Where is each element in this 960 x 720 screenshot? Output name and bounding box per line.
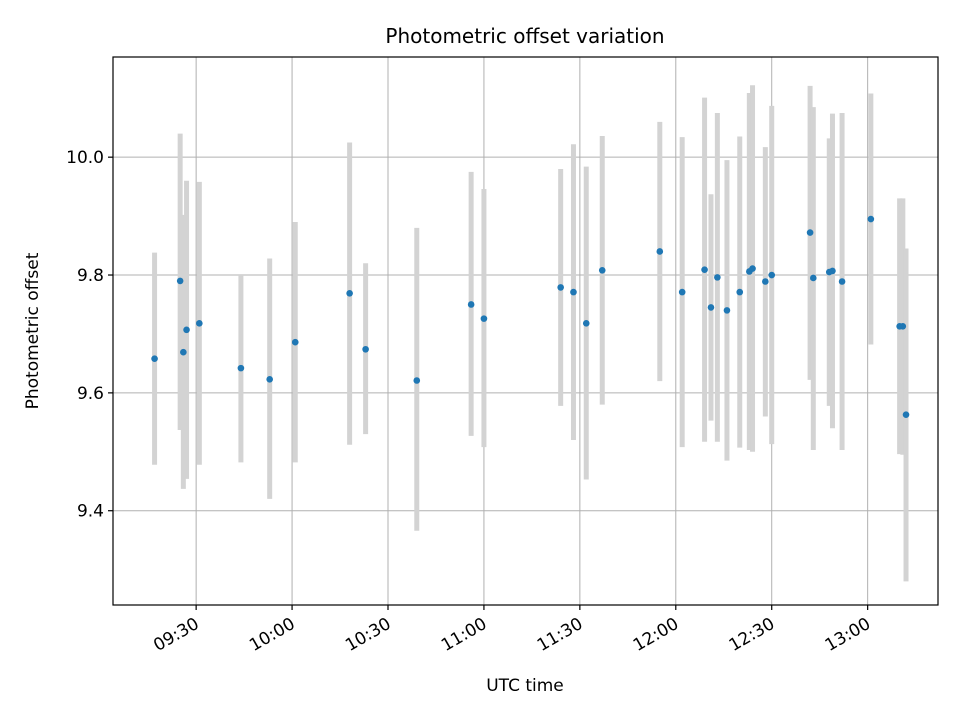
data-point [582, 320, 590, 327]
data-point [291, 338, 299, 346]
data-point [867, 215, 875, 223]
data-point [557, 284, 564, 291]
y-axis-ticks: 9.4 9.6 9.8 10.0 [66, 148, 113, 522]
data-point [196, 320, 203, 327]
data-point [467, 301, 475, 308]
data-point [678, 288, 686, 296]
data-point [736, 288, 744, 296]
y-tick-label: 9.6 [77, 384, 104, 404]
data-point [838, 278, 846, 285]
data-point [656, 248, 664, 255]
chart-title: Photometric offset variation [385, 24, 664, 48]
data-point [707, 304, 715, 311]
data-point [237, 364, 245, 372]
y-tick-label: 10.0 [66, 148, 104, 168]
data-point [723, 307, 731, 314]
data-point [176, 277, 184, 285]
data-point [151, 355, 158, 362]
data-point [180, 348, 187, 356]
data-point [902, 411, 910, 418]
data-point [768, 271, 776, 279]
data-point [598, 267, 606, 274]
plot-frame [112, 56, 939, 606]
grid [113, 57, 938, 605]
x-axis-label: UTC time [486, 676, 564, 696]
data-point [762, 278, 769, 285]
data-point [829, 267, 836, 275]
data-point [899, 322, 907, 330]
data-point [570, 288, 577, 296]
data-points [151, 215, 910, 418]
y-tick-label: 9.4 [77, 502, 104, 522]
y-tick-label: 9.8 [77, 266, 104, 286]
data-point [362, 345, 369, 353]
data-point [183, 326, 190, 334]
data-point [480, 315, 488, 322]
y-axis-label: Photometric offset [23, 252, 43, 409]
data-point [806, 229, 814, 236]
data-point [701, 266, 708, 274]
data-point [714, 274, 721, 281]
data-point [809, 274, 817, 282]
data-point [266, 376, 273, 383]
data-point [346, 289, 353, 297]
data-point [749, 265, 756, 272]
data-point [413, 377, 421, 384]
